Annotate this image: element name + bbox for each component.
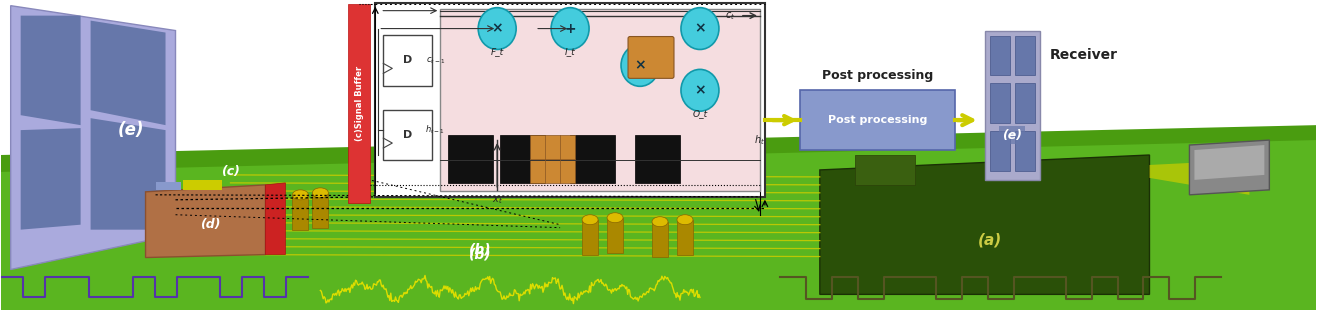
FancyBboxPatch shape [582, 220, 598, 255]
Text: (b): (b) [469, 248, 491, 262]
Polygon shape [21, 16, 80, 125]
FancyBboxPatch shape [989, 35, 1010, 75]
Ellipse shape [551, 8, 589, 49]
Text: $h_t$: $h_t$ [755, 133, 765, 147]
Polygon shape [819, 155, 1150, 295]
FancyBboxPatch shape [635, 135, 680, 183]
FancyBboxPatch shape [383, 110, 432, 160]
Polygon shape [1150, 160, 1250, 195]
FancyBboxPatch shape [292, 195, 308, 230]
Polygon shape [91, 118, 166, 230]
Polygon shape [91, 21, 166, 125]
FancyBboxPatch shape [448, 135, 493, 183]
Text: (a): (a) [977, 232, 1002, 247]
Ellipse shape [681, 8, 719, 49]
Text: ×: × [635, 58, 645, 72]
Text: (c): (c) [221, 165, 240, 179]
FancyBboxPatch shape [348, 4, 370, 203]
Ellipse shape [622, 44, 658, 86]
FancyBboxPatch shape [183, 180, 223, 190]
FancyBboxPatch shape [855, 155, 915, 185]
Polygon shape [21, 128, 80, 230]
FancyBboxPatch shape [677, 220, 693, 255]
Text: Post processing: Post processing [827, 115, 927, 125]
Text: $x_t$: $x_t$ [491, 194, 503, 206]
Text: (e): (e) [117, 121, 144, 139]
Text: (b): (b) [469, 243, 491, 257]
Polygon shape [11, 6, 175, 270]
Text: (c)Signal Buffer: (c)Signal Buffer [354, 66, 363, 141]
Polygon shape [1, 130, 1316, 310]
Text: Receiver: Receiver [1050, 49, 1118, 63]
Ellipse shape [312, 188, 328, 198]
FancyBboxPatch shape [155, 182, 180, 190]
FancyBboxPatch shape [383, 35, 432, 86]
Text: (d): (d) [200, 218, 221, 231]
Polygon shape [1, 125, 1316, 172]
Text: (e): (e) [1002, 128, 1022, 142]
Ellipse shape [652, 217, 668, 227]
Text: +: + [564, 21, 576, 35]
Polygon shape [146, 185, 266, 258]
FancyBboxPatch shape [652, 222, 668, 257]
Text: F_t: F_t [491, 48, 503, 56]
Ellipse shape [607, 213, 623, 223]
Text: O_t: O_t [693, 109, 707, 118]
Text: ×: × [694, 21, 706, 35]
Ellipse shape [681, 69, 719, 111]
Text: D: D [403, 55, 412, 65]
FancyBboxPatch shape [607, 218, 623, 253]
Polygon shape [1189, 140, 1270, 195]
FancyBboxPatch shape [628, 36, 674, 78]
Text: $c_t$: $c_t$ [724, 10, 735, 21]
Text: ×: × [694, 83, 706, 97]
FancyBboxPatch shape [1014, 35, 1035, 75]
FancyBboxPatch shape [570, 135, 615, 183]
FancyBboxPatch shape [1014, 83, 1035, 123]
Text: Post processing: Post processing [822, 69, 932, 82]
FancyBboxPatch shape [985, 30, 1039, 180]
Text: $h_{t-1}$: $h_{t-1}$ [425, 124, 445, 136]
Ellipse shape [677, 215, 693, 225]
Text: $c_{t-1}$: $c_{t-1}$ [425, 55, 445, 66]
FancyBboxPatch shape [989, 83, 1010, 123]
Polygon shape [266, 183, 286, 255]
Ellipse shape [582, 215, 598, 225]
FancyBboxPatch shape [500, 135, 545, 183]
FancyBboxPatch shape [375, 3, 765, 197]
Ellipse shape [478, 8, 516, 49]
FancyBboxPatch shape [440, 9, 760, 191]
Text: ×: × [491, 21, 503, 35]
FancyBboxPatch shape [1014, 131, 1035, 171]
Text: D: D [403, 130, 412, 140]
FancyBboxPatch shape [531, 135, 576, 183]
FancyBboxPatch shape [989, 131, 1010, 171]
Ellipse shape [292, 190, 308, 200]
Polygon shape [1195, 145, 1264, 180]
FancyBboxPatch shape [799, 90, 955, 150]
Text: I_t: I_t [565, 48, 576, 56]
FancyBboxPatch shape [312, 193, 328, 228]
